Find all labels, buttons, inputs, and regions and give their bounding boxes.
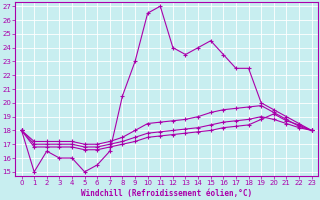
X-axis label: Windchill (Refroidissement éolien,°C): Windchill (Refroidissement éolien,°C) bbox=[81, 189, 252, 198]
